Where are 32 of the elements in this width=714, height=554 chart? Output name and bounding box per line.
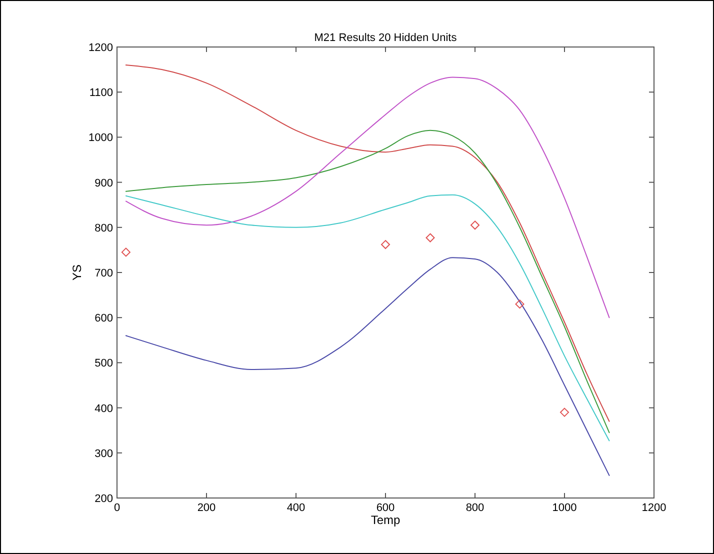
x-tick-label: 0 [114,502,120,514]
y-tick-label: 600 [94,312,113,325]
chart-title: M21 Results 20 Hidden Units [314,32,458,44]
point [470,220,480,230]
line-series [125,257,610,476]
y-tick-label: 1000 [88,132,113,144]
point [515,300,524,309]
line-series [125,76,610,318]
y-axis-title: YS [70,264,84,281]
point [381,240,390,250]
x-axis-title: Temp [370,513,400,527]
x-tick-label: 1000 [552,502,577,514]
y-tick-label: 200 [94,493,113,505]
y-tick-label: 700 [94,268,113,280]
line-series [125,64,610,422]
line-series [125,130,610,434]
x-tick-label: 1200 [642,502,666,514]
y-tick-label: 500 [94,358,113,370]
y-tick-label: 1200 [88,42,113,54]
x-tick-label: 600 [376,502,395,514]
point [121,248,130,257]
y-tick-label: 400 [94,402,113,415]
point [560,408,569,417]
line-series [125,194,610,442]
y-tick-label: 300 [94,448,113,460]
x-tick-label: 400 [286,502,306,514]
y-tick-label: 1100 [89,87,113,100]
x-tick-label: 800 [466,502,484,514]
x-tick-label: 200 [197,502,216,514]
point [426,233,435,242]
y-tick-label: 800 [94,222,113,234]
y-tick-label: 900 [94,177,113,190]
